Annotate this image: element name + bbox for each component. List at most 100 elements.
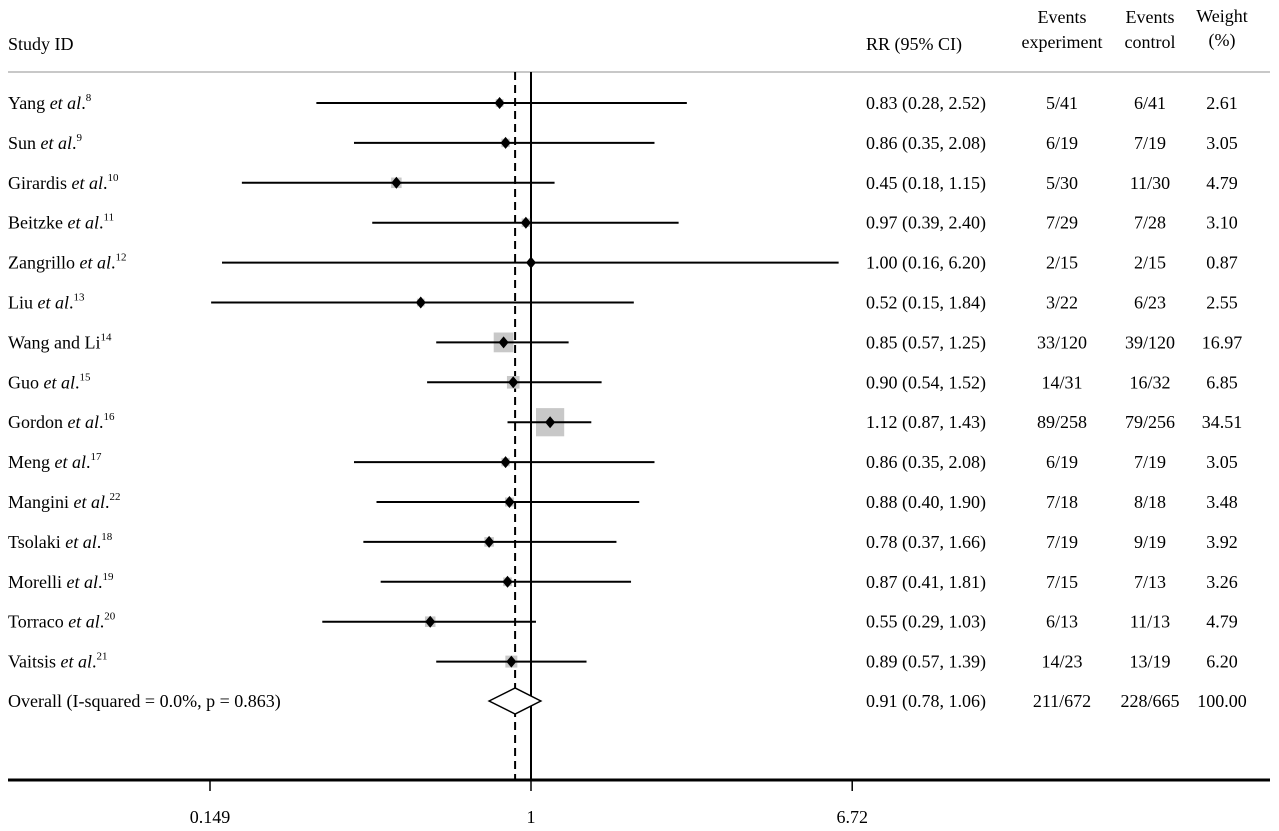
weight-value: 6.20 [1206,652,1238,672]
study-name: Morelli [8,572,67,592]
weight-value: 3.05 [1206,452,1238,472]
study-ref: 21 [97,651,108,663]
study-label: Morelli et al.19 [8,571,114,592]
overall-weight: 100.00 [1197,691,1247,711]
study-row: Torraco et al.20 0.55 (0.29, 1.03) 6/13 11/… [8,611,1238,633]
study-label: Yang et al.8 [8,92,92,113]
events-experiment: 7/29 [1046,213,1078,233]
point-estimate [391,176,402,189]
study-ref: 18 [101,531,113,543]
study-label: Beitzke et al.11 [8,212,114,233]
study-row: Sun et al.9 0.86 (0.35, 2.08) 6/19 7/19 3.05 [8,132,1238,154]
study-period: . [69,293,74,313]
events-control: 13/19 [1129,652,1170,672]
x-tick-label: 1 [527,807,536,827]
rr-ci-text: 1.00 (0.16, 6.20) [866,253,986,274]
study-name: Meng [8,452,55,472]
point-estimate [506,655,517,668]
overall-events-experiment: 211/672 [1033,691,1091,711]
study-name: Girardis [8,173,71,193]
study-etal: et al [67,213,99,233]
events-control: 9/19 [1134,532,1166,552]
rr-ci-text: 0.78 (0.37, 1.66) [866,532,986,553]
study-etal: et al [41,133,73,153]
study-label: Liu et al.13 [8,292,85,313]
study-ref: 16 [104,411,116,423]
x-tick-label: 6.72 [836,807,868,827]
events-experiment: 33/120 [1037,332,1087,352]
study-period: . [100,612,105,632]
study-label: Wang and Li14 [8,331,112,352]
events-control: 7/28 [1134,213,1166,233]
study-row: Gordon et al.16 1.12 (0.87, 1.43) 89/258 79… [8,408,1242,437]
study-name: Zangrillo [8,253,79,273]
rr-ci-text: 0.55 (0.29, 1.03) [866,612,986,633]
point-estimate [498,336,509,349]
study-row: Wang and Li14 0.85 (0.57, 1.25) 33/120 39/1… [8,331,1242,353]
study-label: Guo et al.15 [8,371,91,392]
study-row: Mangini et al.22 0.88 (0.40, 1.90) 7/18 8/1… [8,491,1238,513]
header-study-id: Study ID [8,34,74,54]
header-weight-1: Weight [1196,6,1248,26]
events-control: 7/19 [1134,133,1166,153]
point-estimate [500,136,511,149]
study-period: . [75,372,80,392]
study-ref: 15 [80,371,92,383]
study-etal: et al [79,253,111,273]
events-control: 79/256 [1125,412,1175,432]
events-experiment: 14/23 [1041,652,1082,672]
header-events-ctrl-2: control [1125,32,1176,52]
study-period: . [72,133,77,153]
study-period: . [105,492,110,512]
weight-value: 0.87 [1206,253,1238,273]
header-weight-2: (%) [1209,30,1236,51]
study-etal: et al [55,452,87,472]
study-name: Liu [8,293,38,313]
study-period: . [99,213,104,233]
events-experiment: 7/15 [1046,572,1078,592]
study-row: Meng et al.17 0.86 (0.35, 2.08) 6/19 7/19 3.… [8,451,1238,473]
study-etal: et al [65,532,97,552]
study-row: Yang et al.8 0.83 (0.28, 2.52) 5/41 6/41 2.6… [8,92,1238,114]
events-control: 6/41 [1134,93,1166,113]
x-tick-label: 0.149 [190,807,231,827]
study-ref: 10 [107,172,119,184]
study-name: Gordon [8,412,68,432]
study-period: . [97,532,102,552]
weight-value: 3.10 [1206,213,1238,233]
study-label: Zangrillo et al.12 [8,252,126,273]
study-label: Mangini et al.22 [8,491,121,512]
weight-value: 4.79 [1206,612,1238,632]
study-ref: 11 [103,212,114,224]
weight-value: 3.92 [1206,532,1238,552]
overall-diamond [487,687,543,715]
header-rr: RR (95% CI) [866,34,962,55]
study-label: Gordon et al.16 [8,411,115,432]
study-label: Sun et al.9 [8,132,83,153]
study-name: Torraco [8,612,68,632]
study-period: . [99,412,104,432]
point-estimate [484,535,495,548]
study-label: Girardis et al.10 [8,172,119,193]
rr-ci-text: 0.45 (0.18, 1.15) [866,173,986,194]
study-label: Torraco et al.20 [8,611,116,632]
events-experiment: 5/30 [1046,173,1078,193]
rr-ci-text: 0.87 (0.41, 1.81) [866,572,986,593]
study-etal: et al [74,492,106,512]
study-row: Girardis et al.10 0.45 (0.18, 1.15) 5/30 11… [8,172,1238,194]
study-name: Sun [8,133,41,153]
header-events-exp-2: experiment [1022,32,1103,52]
study-period: . [111,253,116,273]
study-row: Zangrillo et al.12 1.00 (0.16, 6.20) 2/15 2… [8,252,1238,274]
rr-ci-text: 1.12 (0.87, 1.43) [866,412,986,433]
events-experiment: 2/15 [1046,253,1078,273]
study-etal: et al [50,93,82,113]
rr-ci-text: 0.89 (0.57, 1.39) [866,652,986,673]
events-control: 7/19 [1134,452,1166,472]
study-row: Tsolaki et al.18 0.78 (0.37, 1.66) 7/19 9/1… [8,531,1238,553]
point-estimate [500,456,511,469]
study-label: Tsolaki et al.18 [8,531,113,552]
point-estimate [504,496,515,508]
study-period: . [98,572,103,592]
